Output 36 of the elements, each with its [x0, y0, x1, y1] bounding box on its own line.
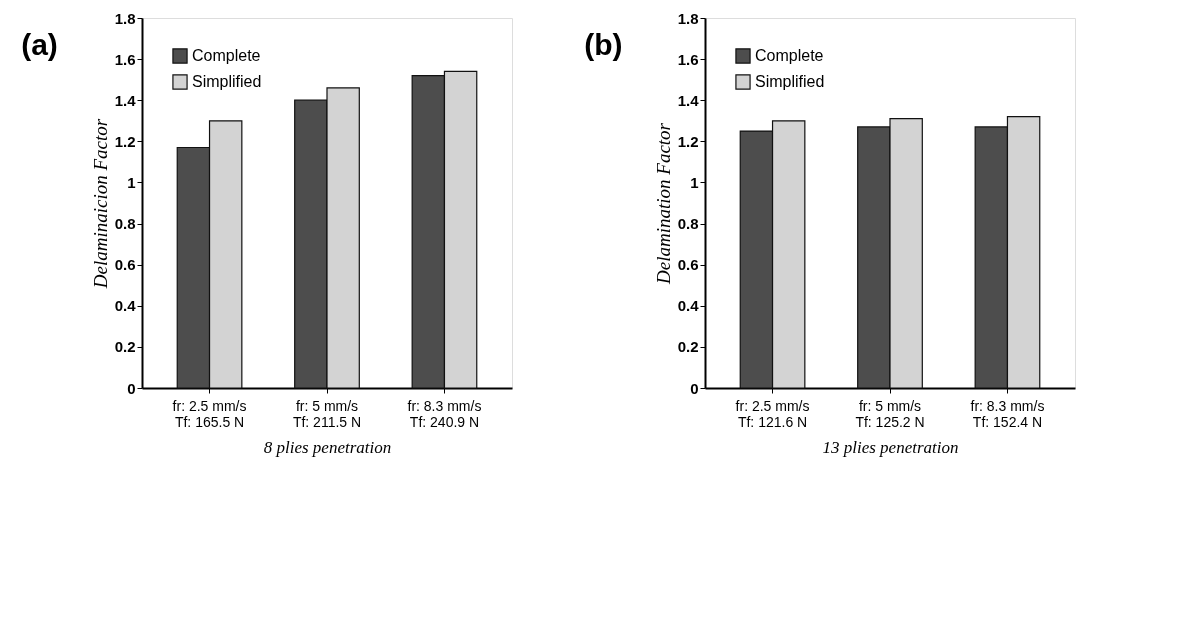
x-tick-label: fr: 2.5 mm/s Tf: 165.5 N [172, 397, 247, 430]
legend-label: Complete [755, 47, 824, 64]
y-tick-label: 0.6 [114, 256, 136, 274]
y-tick-label: 1.4 [114, 91, 137, 109]
x-tick-label: fr: 5 mm/s Tf: 211.5 N [292, 397, 362, 430]
y-tick-label: 1.2 [677, 132, 699, 150]
x-tick-label: fr: 8.3 mm/s Tf: 240.9 N [407, 397, 482, 430]
y-tick-label: 1.6 [114, 50, 136, 68]
x-tick-label: fr: 8.3 mm/s Tf: 152.4 N [970, 397, 1045, 430]
y-axis-title: Delaminaicion Factor [89, 118, 111, 290]
y-tick-label: 1 [127, 173, 136, 191]
y-tick-label: 0 [690, 379, 699, 397]
y-tick-label: 1.4 [677, 91, 700, 109]
y-tick-label: 1.8 [677, 9, 699, 27]
y-tick-label: 1 [690, 173, 699, 191]
x-tick-label: fr: 2.5 mm/s Tf: 121.6 N [735, 397, 810, 430]
y-tick-label: 1.8 [114, 9, 136, 27]
chart-title: (a) [21, 28, 58, 61]
x-tick-label: fr: 5 mm/s Tf: 125.2 N [855, 397, 925, 430]
y-tick-label: 0.2 [114, 338, 136, 356]
y-tick-label: 1.6 [677, 50, 699, 68]
y-tick-label: 0.4 [114, 297, 137, 315]
x-axis-title: 8 plies penetration [263, 437, 392, 457]
y-axis-title: Delamination Factor [652, 122, 674, 285]
chart-title: (b) [584, 28, 623, 61]
y-tick-label: 0.8 [677, 215, 699, 233]
y-tick-label: 0.4 [677, 297, 700, 315]
y-tick-label: 0.2 [677, 338, 699, 356]
y-tick-label: 0.6 [677, 256, 699, 274]
x-axis-title: 13 plies penetration [822, 437, 959, 457]
legend-label: Simplified [755, 73, 825, 90]
legend-label: Complete [192, 47, 261, 64]
legend-label: Simplified [192, 73, 262, 90]
y-tick-label: 0 [127, 379, 136, 397]
y-tick-label: 1.2 [114, 132, 136, 150]
y-tick-label: 0.8 [114, 215, 136, 233]
